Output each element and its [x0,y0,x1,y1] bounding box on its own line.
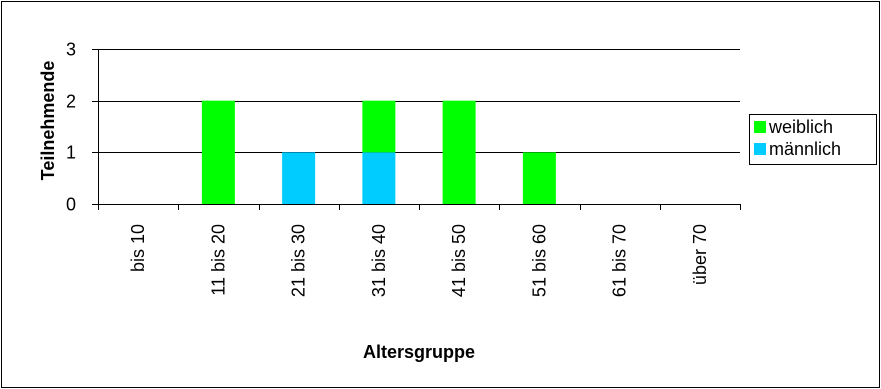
x-tick-label: bis 10 [128,224,148,272]
y-tick-label: 2 [66,92,76,112]
axes [92,49,741,210]
x-axis-title: Altersgruppe [363,342,475,362]
bar-weiblich-41-bis-50 [442,100,476,204]
x-tick-label: über 70 [690,224,710,285]
x-tick-label: 61 bis 70 [610,224,630,297]
bar-weiblich-51-bis-60 [522,152,556,204]
bar-weiblich-11-bis-20 [201,100,235,204]
x-tick-label: 21 bis 30 [289,224,309,297]
legend-swatch-weiblich [754,121,766,133]
x-tick-label: 51 bis 60 [529,224,549,297]
bar-männlich-31-bis-40 [362,152,396,204]
x-tick-label: 41 bis 50 [449,224,469,297]
legend-swatch-männlich [754,143,766,155]
y-tick-label: 0 [66,195,76,215]
legend-label-weiblich: weiblich [768,117,833,137]
x-tick-label: 11 bis 20 [208,224,228,296]
y-axis-title: Teilnehmende [38,61,58,181]
x-tick-labels: bis 10 11 bis 20 21 bis 30 31 bis 40 41 bis … [128,224,710,297]
bar-männlich-21-bis-30 [282,152,316,204]
y-tick-label: 3 [66,40,76,60]
legend-box [749,114,877,165]
y-tick-labels: 0 1 2 3 [66,40,76,215]
bar-weiblich-31-bis-40 [362,100,396,153]
x-tick-label: 31 bis 40 [369,224,389,297]
y-tick-label: 1 [66,143,76,163]
grid-lines [98,49,740,153]
bars [201,100,556,204]
legend-label-männlich: männlich [769,139,841,159]
